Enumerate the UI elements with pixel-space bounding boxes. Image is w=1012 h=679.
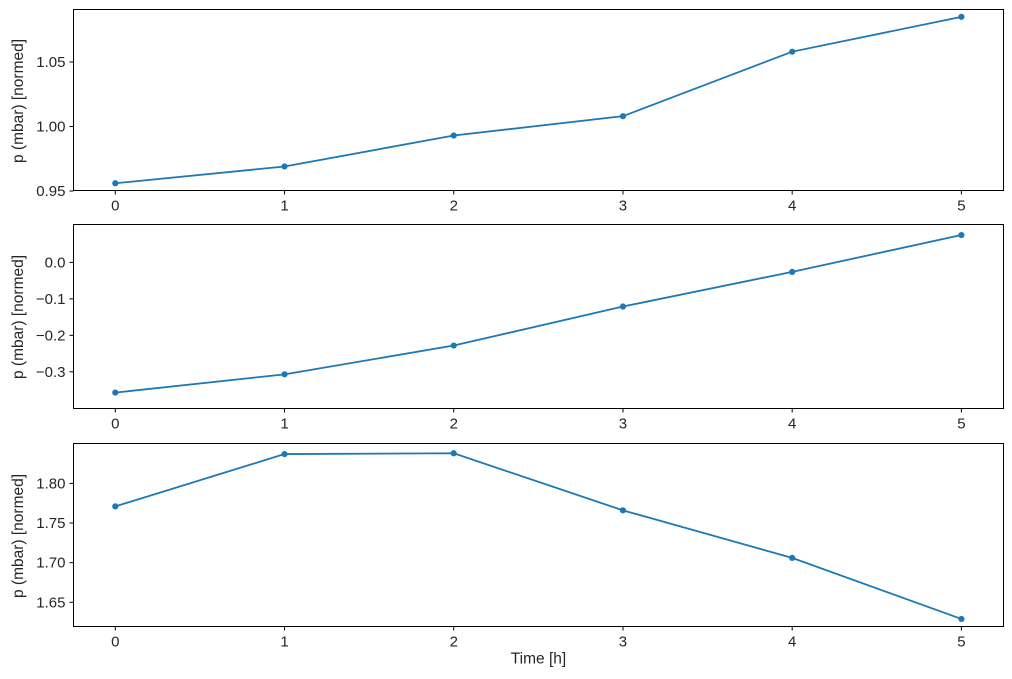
svg-text:1.65: 1.65: [36, 594, 65, 611]
svg-text:5: 5: [957, 634, 965, 651]
svg-text:3: 3: [619, 198, 627, 215]
svg-text:3: 3: [619, 416, 627, 433]
svg-text:−0.2: −0.2: [36, 327, 66, 344]
svg-text:0.95: 0.95: [36, 183, 65, 200]
svg-text:1: 1: [280, 634, 288, 651]
svg-text:1.80: 1.80: [36, 475, 65, 492]
svg-text:Time [h]: Time [h]: [511, 651, 566, 668]
svg-text:1.75: 1.75: [36, 515, 65, 532]
svg-text:0: 0: [111, 416, 119, 433]
svg-text:2: 2: [450, 198, 458, 215]
svg-text:0: 0: [111, 634, 119, 651]
svg-text:4: 4: [788, 198, 796, 215]
svg-text:2: 2: [450, 416, 458, 433]
svg-text:5: 5: [957, 198, 965, 215]
svg-text:2: 2: [450, 634, 458, 651]
svg-text:1: 1: [280, 198, 288, 215]
svg-text:5: 5: [957, 416, 965, 433]
svg-text:4: 4: [788, 634, 796, 651]
svg-text:1.00: 1.00: [36, 119, 65, 136]
svg-text:1.05: 1.05: [36, 54, 65, 71]
svg-text:−0.3: −0.3: [36, 364, 66, 381]
svg-text:3: 3: [619, 634, 627, 651]
svg-text:4: 4: [788, 416, 796, 433]
svg-text:−0.1: −0.1: [36, 291, 66, 308]
svg-text:1: 1: [280, 416, 288, 433]
svg-text:0.0: 0.0: [45, 254, 66, 271]
svg-text:1.70: 1.70: [36, 555, 65, 572]
svg-text:0: 0: [111, 198, 119, 215]
